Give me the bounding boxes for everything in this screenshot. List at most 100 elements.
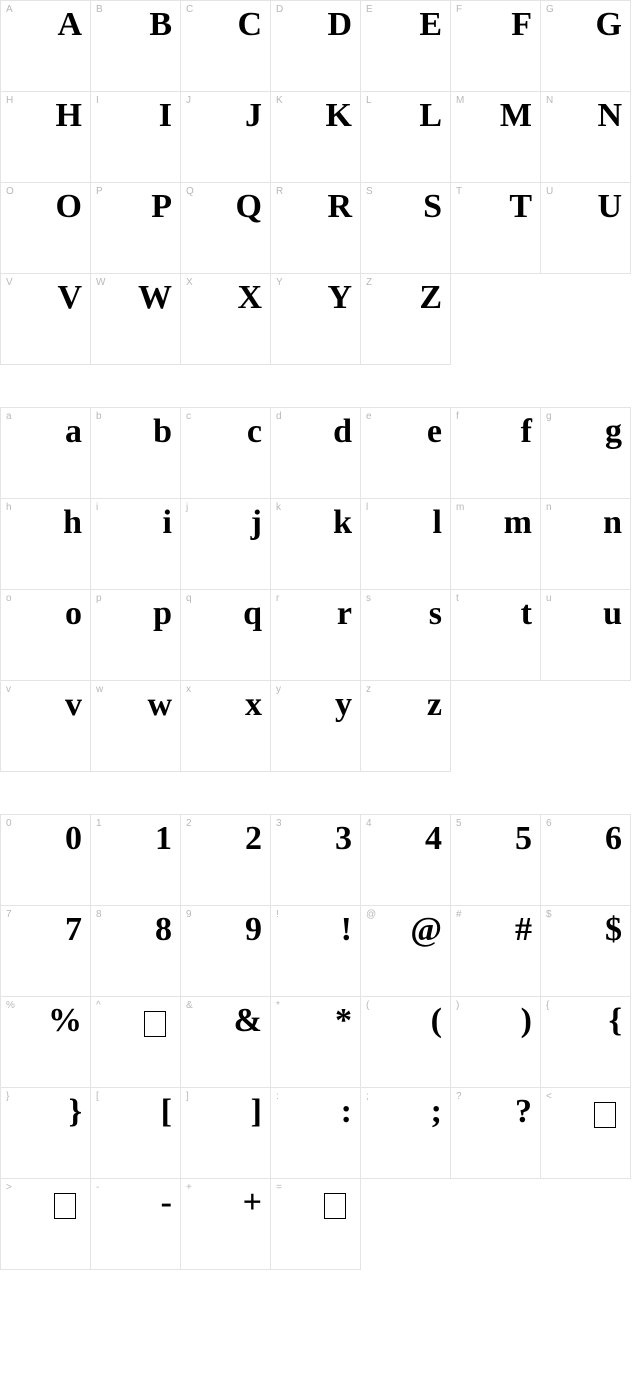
glyph-cell: CC (181, 1, 271, 92)
glyph-cell: (( (361, 997, 451, 1088)
glyph-cell: > (1, 1179, 91, 1270)
glyph-cell: ZZ (361, 274, 451, 365)
glyph-label: 7 (6, 910, 12, 920)
glyph-cell: pp (91, 590, 181, 681)
glyph-display: X (237, 278, 262, 319)
glyph-label: s (366, 594, 371, 604)
glyph-label: k (276, 503, 281, 513)
glyph-display: 9 (245, 910, 262, 951)
glyph-cell: BB (91, 1, 181, 92)
glyph-display: 1 (155, 819, 172, 860)
glyph-label: @ (366, 910, 376, 920)
glyph-grid: 00112233445566778899!!@@##$$%%^&&**(()){… (0, 814, 631, 1270)
glyph-display: P (151, 187, 172, 228)
glyph-display: n (603, 503, 622, 544)
glyph-display: $ (605, 910, 622, 951)
glyph-label: E (366, 5, 373, 15)
glyph-display: d (333, 412, 352, 453)
glyph-cell: oo (1, 590, 91, 681)
glyph-label: c (186, 412, 191, 422)
glyph-display: w (147, 685, 172, 726)
glyph-display: k (333, 503, 352, 544)
glyph-cell: dd (271, 408, 361, 499)
glyph-display: ] (251, 1092, 262, 1133)
glyph-display: F (511, 5, 532, 46)
glyph-display: { (609, 1001, 622, 1042)
glyph-cell: EE (361, 1, 451, 92)
glyph-display: U (597, 187, 622, 228)
glyph-label: = (276, 1183, 282, 1193)
character-map-root: AABBCCDDEEFFGGHHIIJJKKLLMMNNOOPPQQRRSSTT… (0, 0, 640, 1270)
glyph-display: 8 (155, 910, 172, 951)
glyph-label: W (96, 278, 105, 288)
glyph-cell: !! (271, 906, 361, 997)
glyph-label: > (6, 1183, 12, 1193)
glyph-label: T (456, 187, 462, 197)
glyph-display: a (65, 412, 82, 453)
glyph-label: ; (366, 1092, 369, 1102)
glyph-cell: && (181, 997, 271, 1088)
glyph-display: ( (431, 1001, 442, 1042)
glyph-cell: 11 (91, 815, 181, 906)
glyph-display: I (159, 96, 172, 137)
glyph-cell: {{ (541, 997, 631, 1088)
glyph-cell: KK (271, 92, 361, 183)
glyph-label: p (96, 594, 102, 604)
glyph-display: f (521, 412, 532, 453)
glyph-cell: = (271, 1179, 361, 1270)
glyph-cell: jj (181, 499, 271, 590)
glyph-display: i (163, 503, 172, 544)
glyph-cell: ;; (361, 1088, 451, 1179)
glyph-label: * (276, 1001, 280, 1011)
glyph-cell: yy (271, 681, 361, 772)
glyph-cell: < (541, 1088, 631, 1179)
glyph-label: { (546, 1001, 549, 1011)
glyph-display: B (149, 5, 172, 46)
glyph-cell: NN (541, 92, 631, 183)
glyph-label: 1 (96, 819, 102, 829)
glyph-label: ( (366, 1001, 369, 1011)
glyph-cell: XX (181, 274, 271, 365)
glyph-cell: ii (91, 499, 181, 590)
glyph-cell: MM (451, 92, 541, 183)
glyph-label: J (186, 96, 191, 106)
glyph-cell: kk (271, 499, 361, 590)
glyph-label: r (276, 594, 279, 604)
glyph-cell: YY (271, 274, 361, 365)
glyph-label: f (456, 412, 459, 422)
glyph-label: j (186, 503, 188, 513)
glyph-label: 2 (186, 819, 192, 829)
glyph-display: ? (515, 1092, 532, 1133)
glyph-label: t (456, 594, 459, 604)
glyph-display: M (500, 96, 532, 137)
glyph-display: c (247, 412, 262, 453)
glyph-label: m (456, 503, 464, 513)
glyph-display: y (335, 685, 352, 726)
glyph-cell: nn (541, 499, 631, 590)
section-lowercase: aabbccddeeffgghhiijjkkllmmnnooppqqrrsstt… (0, 407, 640, 772)
glyph-cell: 44 (361, 815, 451, 906)
glyph-label: H (6, 96, 13, 106)
glyph-cell: cc (181, 408, 271, 499)
glyph-cell: 55 (451, 815, 541, 906)
glyph-label: z (366, 685, 371, 695)
glyph-display: 3 (335, 819, 352, 860)
glyph-display: R (327, 187, 352, 228)
glyph-display: - (161, 1183, 172, 1224)
glyph-display: q (243, 594, 262, 635)
glyph-label: F (456, 5, 462, 15)
glyph-label: X (186, 278, 193, 288)
glyph-cell: ^ (91, 997, 181, 1088)
glyph-cell: vv (1, 681, 91, 772)
glyph-display: H (56, 96, 82, 137)
glyph-label: S (366, 187, 373, 197)
glyph-display (144, 1011, 166, 1037)
glyph-display: 6 (605, 819, 622, 860)
glyph-label: K (276, 96, 283, 106)
glyph-cell: hh (1, 499, 91, 590)
glyph-display: L (419, 96, 442, 137)
glyph-label: C (186, 5, 193, 15)
glyph-cell: OO (1, 183, 91, 274)
glyph-label: 8 (96, 910, 102, 920)
glyph-display (54, 1193, 76, 1219)
